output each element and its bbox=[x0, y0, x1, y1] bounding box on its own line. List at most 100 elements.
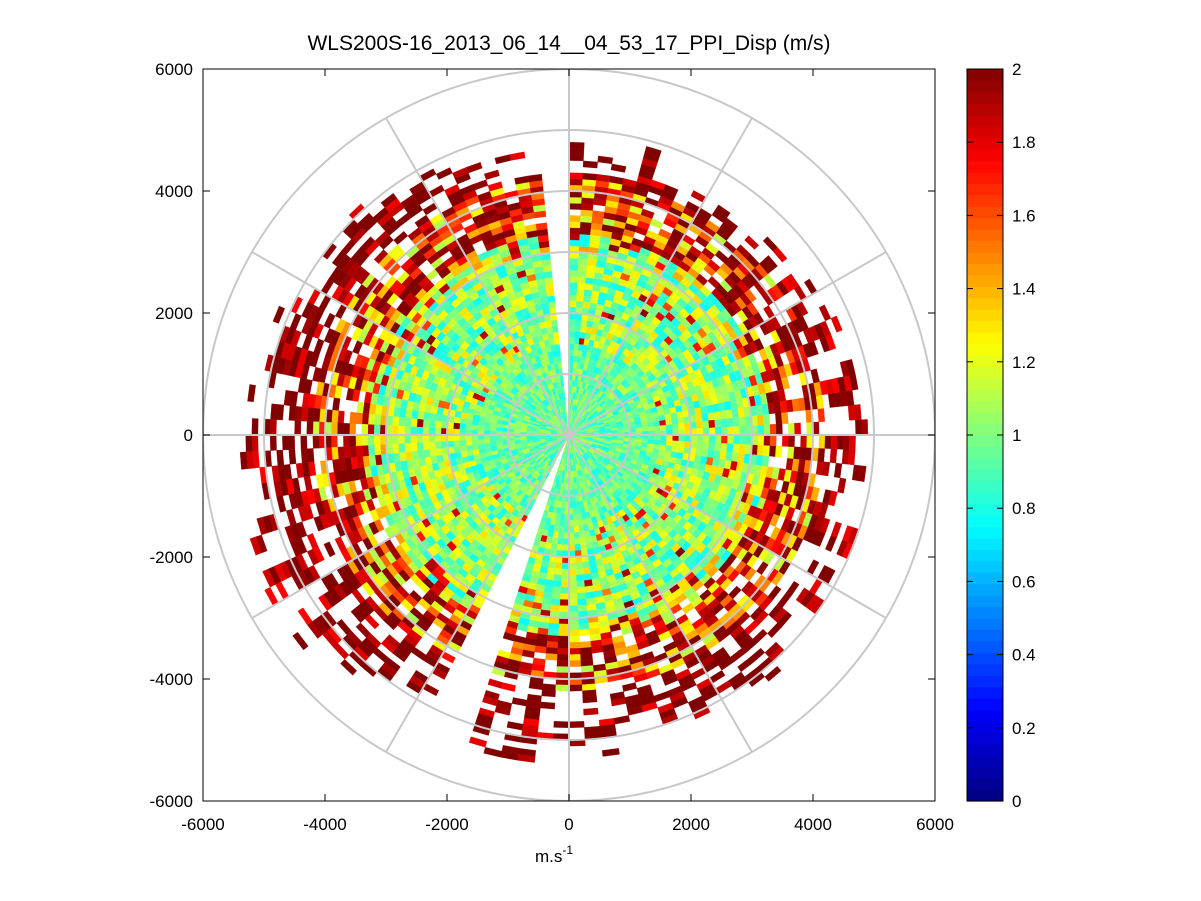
data-cell bbox=[560, 514, 565, 520]
data-cell bbox=[551, 543, 558, 550]
data-cell bbox=[289, 406, 296, 421]
data-cell bbox=[546, 647, 558, 654]
data-cell bbox=[313, 435, 319, 448]
data-cell bbox=[582, 302, 590, 309]
data-cell bbox=[569, 154, 584, 161]
data-cell bbox=[558, 538, 564, 545]
data-cell bbox=[569, 600, 578, 606]
data-cell bbox=[404, 435, 410, 444]
data-cell bbox=[307, 408, 314, 422]
data-cell bbox=[240, 452, 247, 470]
data-cell bbox=[573, 362, 577, 368]
data-cell bbox=[558, 642, 569, 648]
data-cell bbox=[478, 421, 485, 426]
data-cell bbox=[558, 532, 564, 539]
data-cell bbox=[574, 538, 580, 545]
data-cell bbox=[362, 413, 369, 424]
data-cell bbox=[553, 581, 561, 588]
data-cell bbox=[288, 435, 295, 450]
data-cell bbox=[337, 423, 343, 435]
data-cell bbox=[721, 418, 728, 427]
data-cell bbox=[429, 435, 435, 442]
data-cell bbox=[343, 423, 349, 435]
data-cell bbox=[405, 409, 412, 418]
data-cell bbox=[484, 422, 491, 427]
data-cell bbox=[435, 442, 442, 449]
data-cell bbox=[271, 404, 278, 420]
data-cell bbox=[861, 419, 868, 435]
data-cell bbox=[715, 427, 721, 435]
data-cell bbox=[569, 276, 577, 282]
data-cell bbox=[430, 449, 437, 457]
data-cell bbox=[569, 636, 580, 642]
data-cell bbox=[854, 404, 861, 420]
data-cell bbox=[545, 542, 552, 549]
data-cell bbox=[562, 569, 569, 575]
data-cell bbox=[575, 544, 581, 551]
data-cell bbox=[781, 412, 788, 424]
data-cell bbox=[583, 568, 591, 575]
data-cell bbox=[313, 422, 319, 435]
data-cell bbox=[552, 587, 561, 594]
data-cell bbox=[461, 412, 468, 419]
data-cell bbox=[514, 429, 520, 432]
data-cell bbox=[252, 435, 258, 452]
data-cell bbox=[295, 421, 302, 435]
data-cell bbox=[569, 593, 578, 599]
data-cell bbox=[423, 412, 430, 420]
data-cell bbox=[545, 653, 557, 660]
data-cell bbox=[721, 427, 727, 435]
data-cell bbox=[405, 418, 412, 427]
data-cell bbox=[788, 423, 794, 435]
data-cell bbox=[546, 574, 554, 581]
data-cell bbox=[282, 435, 289, 450]
data-cell bbox=[763, 414, 770, 425]
data-cell bbox=[709, 427, 715, 435]
data-cell bbox=[548, 629, 559, 636]
data-cell bbox=[665, 450, 672, 456]
data-cell bbox=[666, 424, 673, 430]
data-cell bbox=[569, 642, 580, 648]
data-cell bbox=[578, 264, 587, 271]
data-cell bbox=[573, 356, 578, 362]
data-cell bbox=[557, 507, 562, 514]
data-cell bbox=[436, 448, 443, 456]
data-cell bbox=[410, 427, 416, 435]
data-cell bbox=[576, 569, 584, 576]
data-cell bbox=[392, 417, 399, 427]
data-cell bbox=[551, 605, 561, 612]
data-cell bbox=[362, 446, 369, 457]
data-cell bbox=[560, 593, 569, 599]
data-cell bbox=[573, 514, 578, 520]
data-cell bbox=[435, 421, 442, 428]
data-cell bbox=[677, 447, 684, 454]
data-cell bbox=[368, 414, 375, 425]
data-cell bbox=[580, 222, 591, 229]
data-cell bbox=[569, 654, 581, 660]
data-cell bbox=[543, 271, 552, 278]
data-cell bbox=[577, 356, 582, 363]
data-cell bbox=[547, 568, 555, 575]
data-cell bbox=[546, 536, 553, 543]
data-cell bbox=[758, 425, 764, 435]
data-cell bbox=[574, 520, 579, 527]
data-cell bbox=[350, 412, 357, 424]
data-cell bbox=[405, 452, 412, 461]
data-cell bbox=[436, 414, 443, 422]
data-cell bbox=[584, 333, 590, 340]
data-cell bbox=[740, 426, 746, 435]
data-cell bbox=[368, 445, 375, 456]
data-cell bbox=[578, 258, 588, 265]
data-cell bbox=[392, 444, 399, 454]
data-cell bbox=[702, 449, 709, 457]
data-cell bbox=[374, 445, 381, 456]
data-cell bbox=[343, 435, 349, 447]
data-cell bbox=[726, 409, 733, 418]
data-cell bbox=[574, 338, 579, 345]
data-cell bbox=[357, 402, 365, 414]
data-cell bbox=[554, 525, 560, 532]
data-cell bbox=[454, 447, 461, 454]
data-cell bbox=[331, 435, 337, 448]
data-cell bbox=[569, 606, 578, 612]
data-cell bbox=[641, 443, 648, 448]
